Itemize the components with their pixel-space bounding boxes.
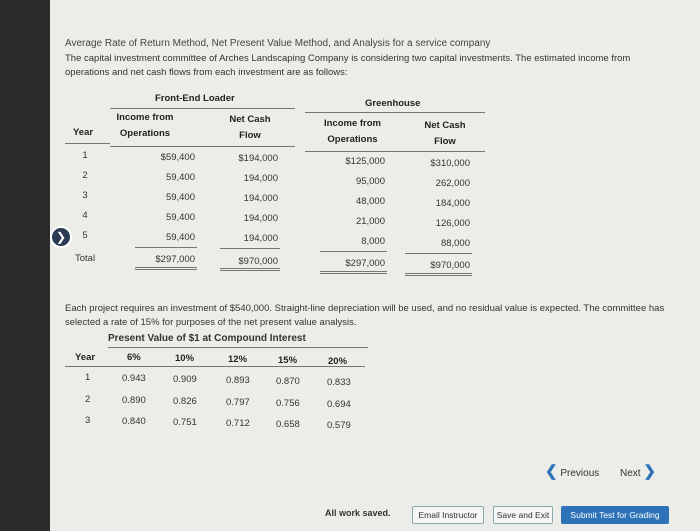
total-gh-income: $297,000 <box>345 258 385 269</box>
row2-gh-cash: 262,000 <box>435 178 470 189</box>
pv-row2-6: 0.890 <box>122 395 146 406</box>
pv-row2-15: 0.756 <box>276 398 300 409</box>
row1-gh-income: $125,000 <box>345 156 385 167</box>
header-gh-cash-1: Net Cash <box>424 120 466 131</box>
pv-row2-10: 0.826 <box>173 396 197 407</box>
group-greenhouse: Greenhouse <box>365 98 421 109</box>
row4-fe-income: 59,400 <box>165 212 195 223</box>
total-fe-cash: $970,000 <box>238 256 278 267</box>
pv-header-12: 12% <box>228 354 248 365</box>
pv-row2-20: 0.694 <box>327 399 351 410</box>
previous-link[interactable]: ❮ Previous <box>545 463 600 480</box>
header-cash-2: Flow <box>239 130 261 141</box>
pv-row3-15: 0.658 <box>276 419 300 430</box>
row1-fe-cash: $194,000 <box>238 153 278 164</box>
group-frontend: Front-End Loader <box>155 93 235 104</box>
pv-row3-6: 0.840 <box>122 416 146 427</box>
pv-row1-6: 0.943 <box>122 373 146 384</box>
row5-fe-cash: 194,000 <box>243 233 278 244</box>
pv-row2-year: 2 <box>85 394 91 405</box>
row2-fe-income: 59,400 <box>165 172 195 183</box>
row5-gh-cash: 88,000 <box>440 238 470 249</box>
row4-fe-cash: 194,000 <box>243 213 278 224</box>
header-cash-1: Net Cash <box>229 114 271 125</box>
row5-fe-income: 59,400 <box>165 232 195 243</box>
pv-row1-15: 0.870 <box>276 376 300 387</box>
row4-gh-income: 21,000 <box>355 216 385 227</box>
header-gh-cash-2: Flow <box>434 136 456 147</box>
row4-year: 4 <box>82 210 88 221</box>
pv-table-title: Present Value of $1 at Compound Interest <box>108 333 306 344</box>
pv-header-6: 6% <box>127 352 141 363</box>
pv-row1-12: 0.893 <box>226 375 250 386</box>
row3-gh-income: 48,000 <box>355 196 385 207</box>
pv-row3-10: 0.751 <box>173 417 197 428</box>
row3-year: 3 <box>82 190 88 201</box>
investment-text: Each project requires an investment of $… <box>65 303 665 328</box>
chevron-right-icon[interactable]: ❯ <box>50 226 72 248</box>
pv-row1-year: 1 <box>85 372 91 383</box>
row3-fe-cash: 194,000 <box>243 193 278 204</box>
total-gh-cash: $970,000 <box>430 260 470 271</box>
pv-row1-20: 0.833 <box>327 377 351 388</box>
pv-header-20: 20% <box>328 356 348 367</box>
row5-year: 5 <box>82 230 88 241</box>
header-gh-income-2: Operations <box>327 134 378 145</box>
row2-gh-income: 95,000 <box>355 176 385 187</box>
pv-row2-12: 0.797 <box>226 397 250 408</box>
header-income-2: Operations <box>119 128 171 139</box>
total-fe-income: $297,000 <box>155 254 195 265</box>
header-year: Year <box>73 127 94 138</box>
row2-fe-cash: 194,000 <box>243 173 278 184</box>
problem-title: Average Rate of Return Method, Net Prese… <box>65 38 491 49</box>
save-exit-button[interactable]: Save and Exit <box>493 506 553 524</box>
email-instructor-button[interactable]: Email Instructor <box>412 506 484 524</box>
pv-header-15: 15% <box>278 355 298 366</box>
next-link[interactable]: Next ❯ <box>620 463 656 480</box>
pv-row3-12: 0.712 <box>226 418 250 429</box>
pv-header-10: 10% <box>175 353 195 364</box>
chevron-left-icon: ❮ <box>545 463 558 480</box>
header-income-1: Income from <box>116 112 174 123</box>
row1-fe-income: $59,400 <box>160 152 195 163</box>
pv-header-year: Year <box>75 352 96 363</box>
pv-row3-year: 3 <box>85 415 91 426</box>
pv-row3-20: 0.579 <box>327 420 351 431</box>
row1-gh-cash: $310,000 <box>430 158 470 169</box>
row5-gh-income: 8,000 <box>361 236 385 247</box>
row4-gh-cash: 126,000 <box>435 218 470 229</box>
pv-row1-10: 0.909 <box>173 374 197 385</box>
total-label: Total <box>75 253 96 264</box>
row3-fe-income: 59,400 <box>165 192 195 203</box>
assignment-screen: ❯ Average Rate of Return Method, Net Pre… <box>50 0 700 531</box>
row1-year: 1 <box>82 150 88 161</box>
problem-intro: The capital investment committee of Arch… <box>65 53 631 78</box>
chevron-right-icon: ❯ <box>643 463 656 480</box>
header-gh-income-1: Income from <box>323 118 381 129</box>
row3-gh-cash: 184,000 <box>435 198 470 209</box>
submit-button[interactable]: Submit Test for Grading <box>561 506 669 524</box>
saved-status: All work saved. <box>325 508 391 518</box>
row2-year: 2 <box>82 170 88 181</box>
